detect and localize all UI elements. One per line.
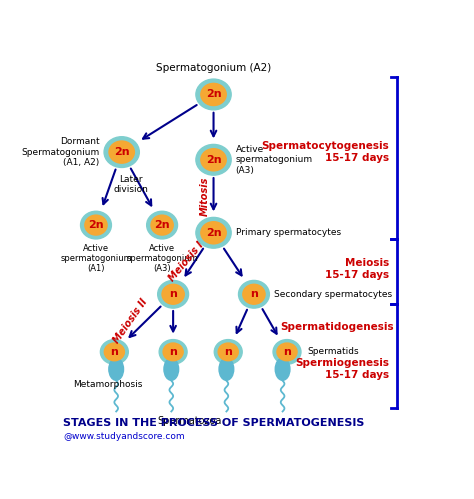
- Ellipse shape: [158, 280, 189, 308]
- Ellipse shape: [159, 340, 187, 364]
- Text: Meiosis
15-17 days: Meiosis 15-17 days: [325, 258, 389, 280]
- Ellipse shape: [214, 340, 242, 364]
- Ellipse shape: [275, 358, 290, 380]
- Text: n: n: [283, 347, 291, 357]
- Text: n: n: [250, 289, 258, 299]
- Ellipse shape: [273, 340, 301, 364]
- Text: Metamorphosis: Metamorphosis: [73, 380, 143, 389]
- Text: Spermatozoa: Spermatozoa: [157, 416, 222, 426]
- Ellipse shape: [104, 343, 124, 361]
- Ellipse shape: [162, 284, 184, 304]
- Ellipse shape: [100, 340, 128, 364]
- Ellipse shape: [81, 211, 111, 239]
- Text: n: n: [169, 289, 177, 299]
- Text: Later
division: Later division: [113, 175, 148, 195]
- Ellipse shape: [104, 137, 139, 168]
- Text: n: n: [169, 347, 177, 357]
- Ellipse shape: [146, 211, 178, 239]
- Ellipse shape: [218, 343, 238, 361]
- Ellipse shape: [201, 222, 226, 244]
- Text: Spermatogonium (A2): Spermatogonium (A2): [156, 63, 271, 73]
- Text: Spermatidogenesis: Spermatidogenesis: [280, 322, 393, 332]
- Ellipse shape: [163, 343, 183, 361]
- Ellipse shape: [243, 284, 265, 304]
- Text: n: n: [110, 347, 118, 357]
- Text: STAGES IN THE PROCESS OF SPERMATOGENESIS: STAGES IN THE PROCESS OF SPERMATOGENESIS: [63, 418, 365, 428]
- Text: @www.studyandscore.com: @www.studyandscore.com: [63, 432, 184, 441]
- Text: 2n: 2n: [206, 228, 221, 238]
- Text: 2n: 2n: [155, 220, 170, 230]
- Text: Spermatids: Spermatids: [307, 347, 359, 356]
- Text: Spermatocytogenesis
15-17 days: Spermatocytogenesis 15-17 days: [261, 141, 389, 163]
- Ellipse shape: [164, 358, 179, 380]
- Ellipse shape: [196, 79, 231, 110]
- Text: Primary spermatocytes: Primary spermatocytes: [236, 228, 341, 238]
- Text: 2n: 2n: [88, 220, 104, 230]
- Ellipse shape: [196, 218, 231, 248]
- Text: Meiosis II: Meiosis II: [112, 297, 150, 345]
- Ellipse shape: [201, 83, 226, 105]
- Ellipse shape: [196, 144, 231, 175]
- Text: Meiosis I: Meiosis I: [166, 240, 205, 284]
- Ellipse shape: [151, 215, 173, 235]
- Text: 2n: 2n: [206, 89, 221, 99]
- Text: Spermiogenesis
15-17 days: Spermiogenesis 15-17 days: [295, 358, 389, 380]
- Ellipse shape: [219, 358, 234, 380]
- Text: 2n: 2n: [114, 147, 129, 157]
- Text: 2n: 2n: [206, 155, 221, 165]
- Text: Active
spermatogonium
(A1): Active spermatogonium (A1): [60, 244, 132, 273]
- Ellipse shape: [277, 343, 297, 361]
- Text: Mitosis: Mitosis: [200, 177, 210, 216]
- Ellipse shape: [201, 149, 226, 171]
- Text: Active
spermatogonium
(A3): Active spermatogonium (A3): [126, 244, 198, 273]
- Text: Secondary spermatocytes: Secondary spermatocytes: [274, 290, 392, 299]
- Ellipse shape: [85, 215, 107, 235]
- Text: n: n: [224, 347, 232, 357]
- Ellipse shape: [109, 358, 124, 380]
- Ellipse shape: [109, 141, 135, 163]
- Text: Dormant
Spermatogonium
(A1, A2): Dormant Spermatogonium (A1, A2): [21, 137, 100, 167]
- Ellipse shape: [238, 280, 269, 308]
- Text: Active
spermatogonium
(A3): Active spermatogonium (A3): [236, 145, 313, 175]
